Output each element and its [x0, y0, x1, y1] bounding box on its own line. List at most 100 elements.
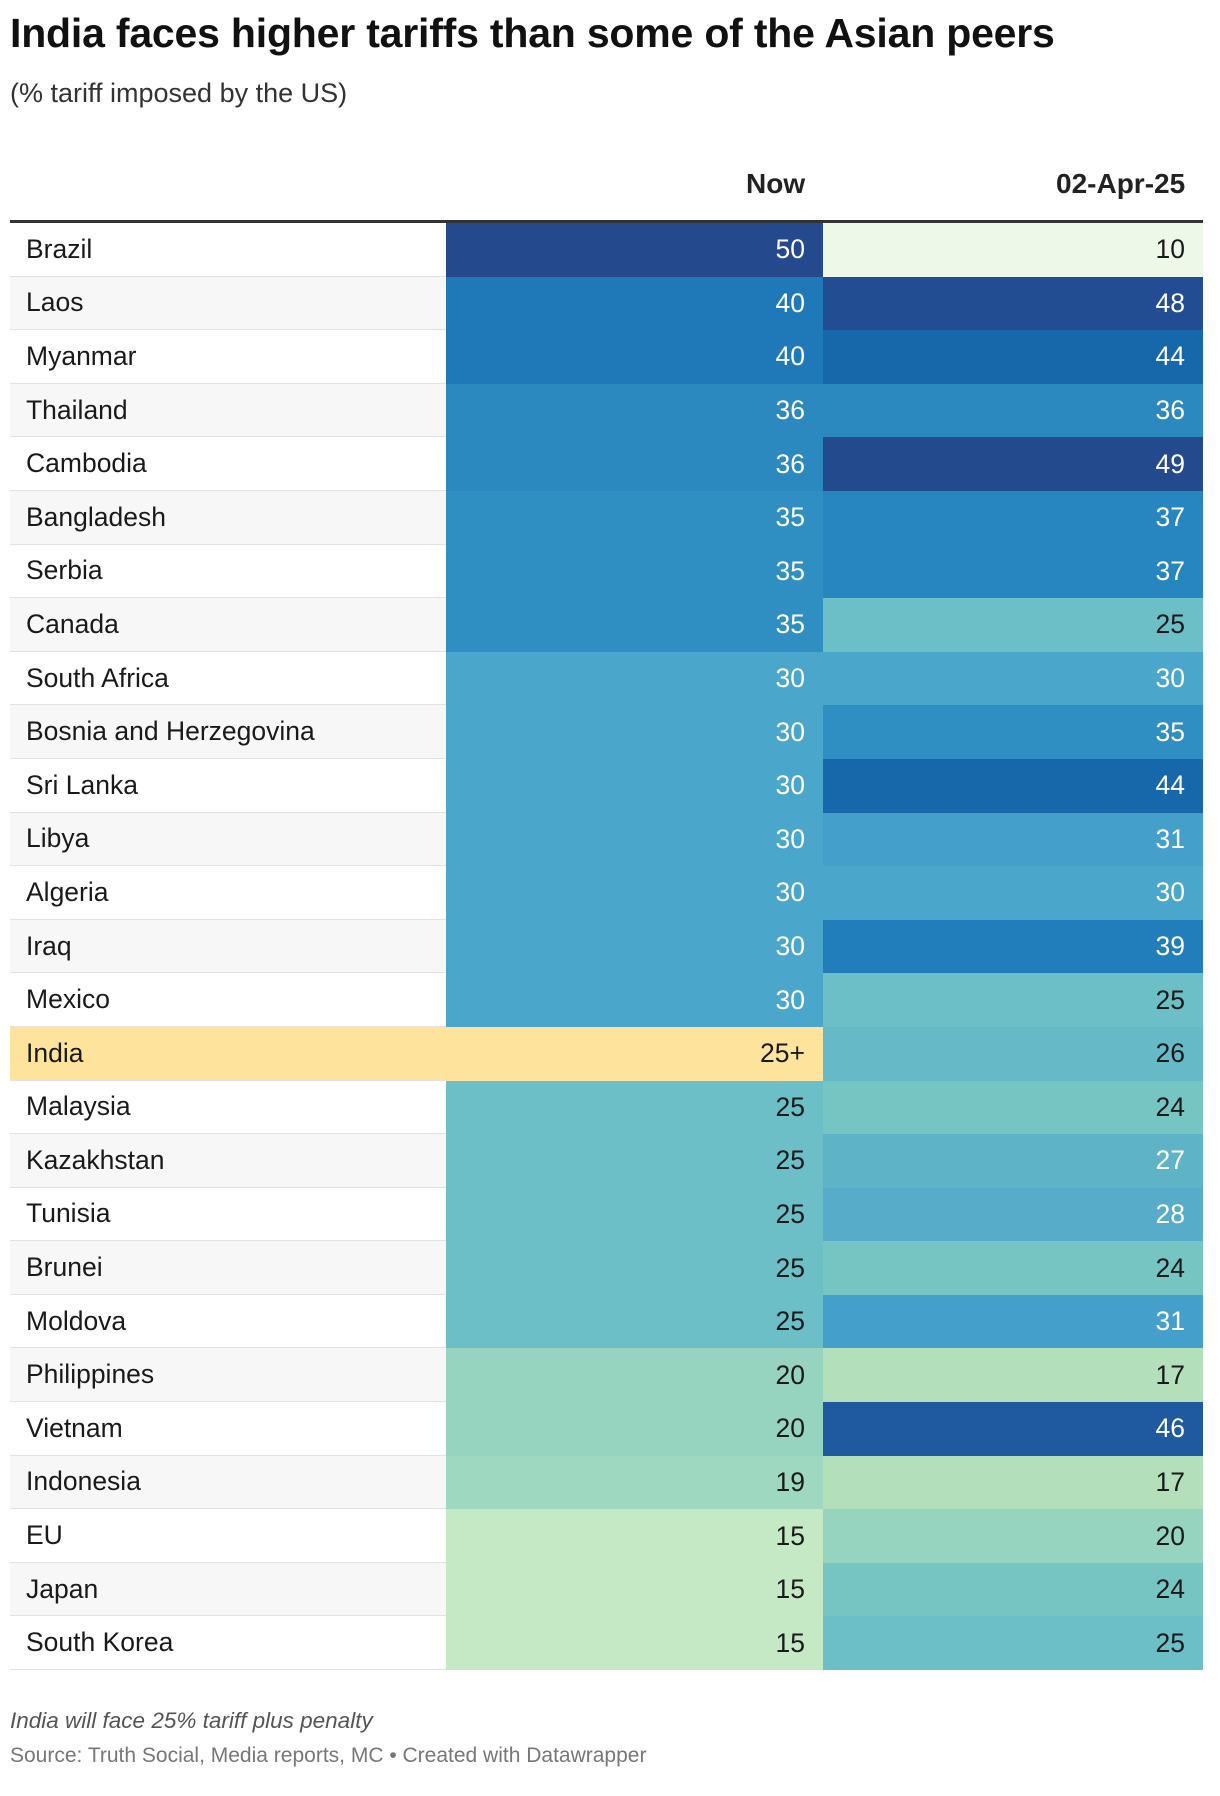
- header-divider: [10, 220, 1203, 223]
- apr-value-cell: 44: [823, 758, 1203, 813]
- country-label: Myanmar: [10, 330, 446, 384]
- now-value-cell: 35: [446, 598, 823, 652]
- apr-value-cell: 49: [823, 437, 1203, 491]
- apr-value-cell: 20: [823, 1509, 1203, 1563]
- country-label: Tunisia: [10, 1187, 446, 1242]
- now-value-cell: 15: [446, 1562, 823, 1617]
- table-row[interactable]: Philippines 20 17: [10, 1348, 1203, 1403]
- apr-value-cell: 27: [823, 1134, 1203, 1188]
- table-row[interactable]: Algeria 30 30: [10, 866, 1203, 920]
- country-label: Thailand: [10, 383, 446, 438]
- now-value-cell: 25: [446, 1187, 823, 1242]
- now-value-cell: 25: [446, 1294, 823, 1349]
- apr-value-cell: 35: [823, 705, 1203, 759]
- country-label: Mexico: [10, 973, 446, 1027]
- country-label: South Africa: [10, 651, 446, 706]
- country-label: Indonesia: [10, 1455, 446, 1510]
- table-row[interactable]: Serbia 35 37: [10, 544, 1203, 599]
- apr-value-cell: 25: [823, 1616, 1203, 1671]
- table-row[interactable]: Cambodia 36 49: [10, 437, 1203, 491]
- table-row[interactable]: Brunei 25 24: [10, 1241, 1203, 1295]
- table-row[interactable]: Thailand 36 36: [10, 383, 1203, 438]
- table-row[interactable]: Indonesia 19 17: [10, 1455, 1203, 1510]
- table-row[interactable]: Tunisia 25 28: [10, 1187, 1203, 1242]
- now-value-cell: 50: [446, 223, 823, 277]
- table-row[interactable]: Malaysia 25 24: [10, 1080, 1203, 1135]
- now-value-cell: 30: [446, 973, 823, 1027]
- now-value-cell: 30: [446, 866, 823, 920]
- country-label: Japan: [10, 1562, 446, 1617]
- chart-subtitle: (% tariff imposed by the US): [10, 78, 348, 108]
- apr-value-cell: 30: [823, 866, 1203, 920]
- apr-value-cell: 31: [823, 1294, 1203, 1349]
- table-row[interactable]: Myanmar 40 44: [10, 330, 1203, 384]
- now-value-cell: 15: [446, 1616, 823, 1671]
- now-value-cell: 36: [446, 383, 823, 438]
- country-label: Vietnam: [10, 1402, 446, 1456]
- table-row[interactable]: Sri Lanka 30 44: [10, 758, 1203, 813]
- now-value-cell: 40: [446, 330, 823, 384]
- table-row[interactable]: Vietnam 20 46: [10, 1402, 1203, 1456]
- apr-value-cell: 24: [823, 1562, 1203, 1617]
- country-label: Canada: [10, 598, 446, 652]
- table-row[interactable]: Iraq 30 39: [10, 919, 1203, 974]
- table-row[interactable]: Bangladesh 35 37: [10, 490, 1203, 545]
- apr-value-cell: 46: [823, 1402, 1203, 1456]
- country-label: Cambodia: [10, 437, 446, 491]
- now-value-cell: 20: [446, 1402, 823, 1456]
- table-row[interactable]: Mexico 30 25: [10, 973, 1203, 1027]
- table-row[interactable]: Brazil 50 10: [10, 223, 1203, 277]
- country-label: Algeria: [10, 866, 446, 920]
- apr-value-cell: 37: [823, 544, 1203, 599]
- apr-value-cell: 17: [823, 1348, 1203, 1403]
- apr-value-cell: 36: [823, 383, 1203, 438]
- apr-value-cell: 30: [823, 651, 1203, 706]
- source-line: Source: Truth Social, Media reports, MC …: [10, 1744, 647, 1767]
- country-label: EU: [10, 1509, 446, 1563]
- country-label: Bosnia and Herzegovina: [10, 705, 446, 759]
- table-row[interactable]: EU 15 20: [10, 1509, 1203, 1563]
- table-row[interactable]: Libya 30 31: [10, 812, 1203, 867]
- table-row[interactable]: India 25+ 26: [10, 1026, 1203, 1081]
- apr-value-cell: 44: [823, 330, 1203, 384]
- table-row[interactable]: Japan 15 24: [10, 1562, 1203, 1617]
- table-row[interactable]: Moldova 25 31: [10, 1294, 1203, 1349]
- country-label: Serbia: [10, 544, 446, 599]
- country-label: Philippines: [10, 1348, 446, 1403]
- table-row[interactable]: Laos 40 48: [10, 276, 1203, 331]
- apr-value-cell: 26: [823, 1026, 1203, 1081]
- footnote: India will face 25% tariff plus penalty: [10, 1708, 373, 1733]
- column-header-now[interactable]: Now: [746, 168, 806, 199]
- country-label: Iraq: [10, 919, 446, 974]
- now-value-cell: 30: [446, 705, 823, 759]
- country-label: Moldova: [10, 1294, 446, 1349]
- country-label: Bangladesh: [10, 490, 446, 545]
- apr-value-cell: 39: [823, 919, 1203, 974]
- table-row[interactable]: Canada 35 25: [10, 598, 1203, 652]
- country-label: India: [10, 1026, 446, 1081]
- table-row[interactable]: South Africa 30 30: [10, 651, 1203, 706]
- now-value-cell: 25: [446, 1080, 823, 1135]
- table-row[interactable]: South Korea 15 25: [10, 1616, 1203, 1671]
- table-row[interactable]: Kazakhstan 25 27: [10, 1134, 1203, 1188]
- apr-value-cell: 24: [823, 1080, 1203, 1135]
- apr-value-cell: 24: [823, 1241, 1203, 1295]
- apr-value-cell: 10: [823, 223, 1203, 277]
- country-label: Sri Lanka: [10, 758, 446, 813]
- now-value-cell: 20: [446, 1348, 823, 1403]
- apr-value-cell: 37: [823, 490, 1203, 545]
- apr-value-cell: 17: [823, 1455, 1203, 1510]
- now-value-cell: 40: [446, 276, 823, 331]
- country-label: Malaysia: [10, 1080, 446, 1135]
- country-label: Brazil: [10, 223, 446, 277]
- now-value-cell: 25: [446, 1241, 823, 1295]
- column-header-apr[interactable]: 02-Apr-25: [1056, 168, 1186, 199]
- apr-value-cell: 25: [823, 598, 1203, 652]
- table-body: Brazil 50 10 Laos 40 48 Myanmar 40 44 Thailand 36 3…: [10, 223, 1203, 1671]
- table-row[interactable]: Bosnia and Herzegovina 30 35: [10, 705, 1203, 759]
- now-value-cell: 35: [446, 544, 823, 599]
- now-value-cell: 30: [446, 919, 823, 974]
- now-value-cell: 25+: [446, 1026, 823, 1081]
- now-value-cell: 30: [446, 812, 823, 867]
